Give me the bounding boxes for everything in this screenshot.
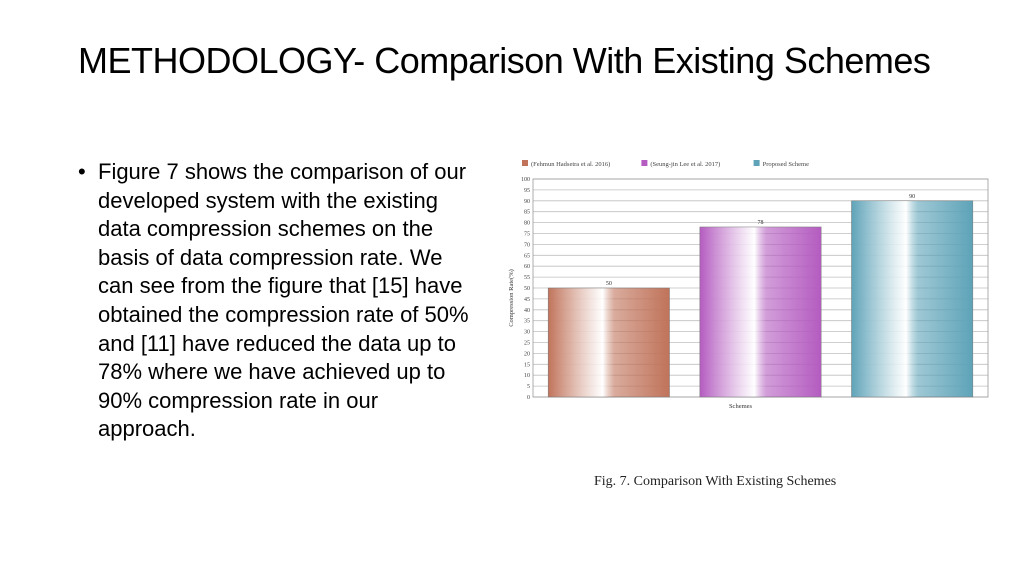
data-label: 50 (606, 281, 612, 287)
y-tick-label: 90 (524, 199, 530, 205)
legend-label: (Fehmun Hadsetra et al. 2016) (531, 161, 610, 168)
y-tick-label: 20 (524, 351, 530, 357)
y-tick-label: 5 (527, 384, 530, 390)
bullet-item: • Figure 7 shows the comparison of our d… (78, 158, 478, 444)
y-tick-label: 10 (524, 373, 530, 379)
data-label: 90 (909, 194, 915, 200)
y-tick-label: 15 (524, 362, 530, 368)
y-tick-label: 50 (524, 286, 530, 292)
legend-swatch (641, 160, 648, 166)
comparison-bar-chart: (Fehmun Hadsetra et al. 2016) (Seung-jin … (508, 160, 989, 410)
x-axis-label: Schemes (729, 403, 753, 410)
y-tick-label: 30 (524, 330, 530, 336)
y-axis-label: Compression Rate(%) (508, 269, 515, 327)
y-tick-label: 60 (524, 264, 530, 270)
y-tick-label: 75 (524, 232, 530, 238)
y-tick-label: 100 (521, 177, 530, 183)
bar (851, 200, 974, 398)
legend-label: (Seung-jin Lee et al. 2017) (650, 161, 720, 168)
y-tick-label: 65 (524, 253, 530, 259)
y-tick-label: 45 (524, 297, 530, 303)
bar (699, 226, 822, 398)
legend-swatch (753, 160, 760, 166)
y-tick-label: 40 (524, 308, 530, 314)
y-tick-label: 55 (524, 275, 530, 281)
data-label: 78 (758, 220, 764, 226)
bullet-text: Figure 7 shows the comparison of our dev… (98, 159, 469, 442)
y-tick-label: 80 (524, 221, 530, 227)
y-tick-label: 85 (524, 210, 530, 216)
bar (547, 287, 670, 398)
legend-swatch (522, 160, 528, 166)
legend-label: Proposed Scheme (763, 161, 810, 168)
figure-caption: Fig. 7. Comparison With Existing Schemes (594, 474, 837, 489)
y-tick-label: 95 (524, 188, 530, 194)
y-tick-label: 25 (524, 341, 530, 347)
bullet-icon: • (78, 159, 86, 184)
y-tick-label: 0 (527, 395, 530, 401)
y-tick-label: 70 (524, 242, 530, 248)
y-tick-label: 35 (524, 319, 530, 325)
slide-title: METHODOLOGY- Comparison With Existing Sc… (78, 40, 931, 81)
